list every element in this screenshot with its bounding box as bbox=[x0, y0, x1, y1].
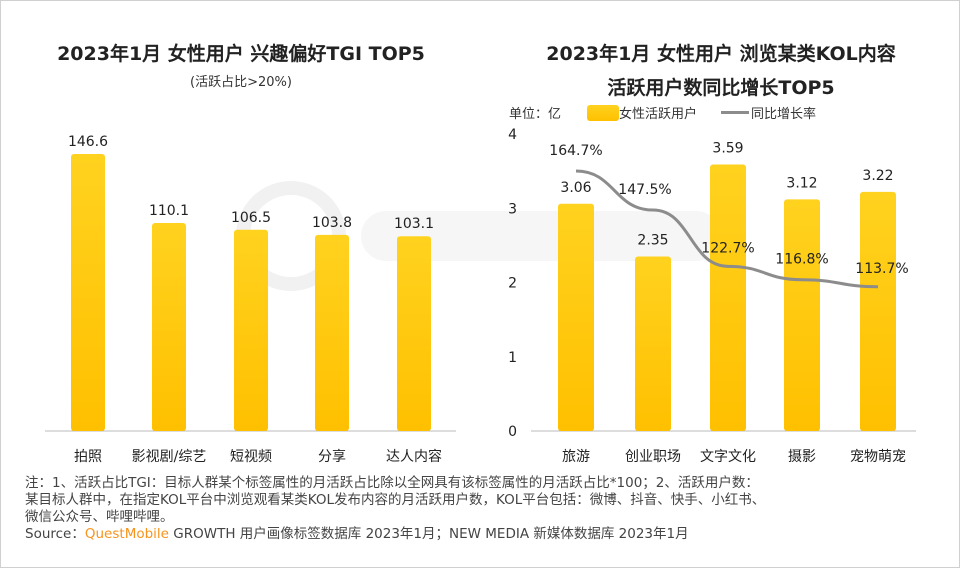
right-bar bbox=[558, 203, 594, 431]
legend-bar-label: 女性活跃用户 bbox=[619, 107, 698, 122]
legend-bar-swatch bbox=[587, 104, 620, 121]
source-line: Source：QuestMobile GROWTH 用户画像标签数据库 2023… bbox=[25, 526, 945, 543]
legend-line-swatch bbox=[721, 111, 750, 114]
right-category-label: 宠物萌宠 bbox=[850, 449, 906, 465]
unit-label: 单位：亿 bbox=[509, 107, 562, 122]
left-bar bbox=[315, 234, 349, 431]
left-bar-label: 103.1 bbox=[394, 216, 434, 232]
right-bar-label: 3.12 bbox=[786, 175, 817, 191]
source-prefix: Source： bbox=[25, 526, 85, 542]
right-bar-label: 3.06 bbox=[560, 180, 591, 196]
left-chart-subtitle: (活跃占比>20%) bbox=[190, 75, 292, 90]
footnotes: 注：1、活跃占比TGI：目标人群某个标签属性的月活跃占比除以全网具有该标签属性的… bbox=[25, 475, 945, 543]
right-bar bbox=[784, 199, 820, 431]
y-tick-label: 1 bbox=[508, 350, 517, 366]
right-category-label: 摄影 bbox=[788, 449, 816, 465]
left-bar bbox=[71, 154, 105, 431]
growth-rate-line bbox=[575, 169, 879, 289]
growth-rate-label: 122.7% bbox=[701, 240, 754, 256]
left-category-label: 达人内容 bbox=[386, 448, 442, 465]
y-tick-label: 2 bbox=[508, 276, 517, 292]
left-chart-title: 2023年1月 女性用户 兴趣偏好TGI TOP5 bbox=[57, 43, 425, 65]
left-category-label: 分享 bbox=[318, 448, 346, 465]
right-bar bbox=[710, 164, 746, 431]
left-bar-label: 146.6 bbox=[68, 134, 108, 150]
growth-rate-label: 116.8% bbox=[775, 252, 828, 268]
growth-rate-label: 113.7% bbox=[855, 261, 908, 277]
charts-svg: 146.6 拍照 110.1 影视剧/综艺 106.5 短视频 103.8 分享 103.1 达人… bbox=[45, 127, 916, 465]
legend-line-label: 同比增长率 bbox=[751, 107, 817, 122]
growth-rate-label: 147.5% bbox=[618, 182, 671, 198]
right-chart-legend: 单位：亿 女性活跃用户 同比增长率 bbox=[509, 103, 816, 122]
left-category-label: 影视剧/综艺 bbox=[132, 449, 207, 465]
note-line-2: 某目标人群中，在指定KOL平台中浏览观看某类KOL发布内容的月活跃用户数，KOL… bbox=[25, 492, 766, 508]
right-bar-label: 3.59 bbox=[712, 140, 743, 156]
left-bar bbox=[152, 222, 186, 431]
left-bar-label: 110.1 bbox=[149, 203, 189, 219]
growth-rate-label: 164.7% bbox=[549, 143, 602, 159]
left-bar bbox=[234, 229, 268, 431]
right-category-label: 创业职场 bbox=[625, 449, 681, 465]
source-rest: GROWTH 用户画像标签数据库 2023年1月；NEW MEDIA 新媒体数据… bbox=[168, 526, 689, 542]
left-bar-label: 106.5 bbox=[231, 210, 271, 226]
right-bar bbox=[635, 256, 671, 431]
y-tick-label: 3 bbox=[508, 201, 517, 217]
source-brand: QuestMobile bbox=[84, 526, 169, 542]
right-category-label: 旅游 bbox=[562, 449, 590, 465]
right-chart-title-line2: 活跃用户数同比增长TOP5 bbox=[607, 77, 835, 99]
y-tick-label: 4 bbox=[508, 127, 517, 143]
right-bar bbox=[860, 191, 896, 431]
right-bar-label: 2.35 bbox=[637, 233, 668, 249]
left-bar-label: 103.8 bbox=[312, 215, 352, 231]
y-tick-label: 0 bbox=[508, 424, 517, 440]
note-line-3: 微信公众号、哔哩哔哩。 bbox=[25, 509, 174, 525]
note-line-1: 注：1、活跃占比TGI：目标人群某个标签属性的月活跃占比除以全网具有该标签属性的… bbox=[25, 475, 759, 491]
right-bar-label: 3.22 bbox=[862, 168, 893, 184]
right-chart-title-line1: 2023年1月 女性用户 浏览某类KOL内容 bbox=[546, 43, 896, 65]
left-category-label: 拍照 bbox=[74, 449, 102, 465]
right-category-label: 文字文化 bbox=[700, 449, 756, 465]
left-category-label: 短视频 bbox=[230, 449, 272, 465]
left-bar bbox=[397, 236, 431, 431]
